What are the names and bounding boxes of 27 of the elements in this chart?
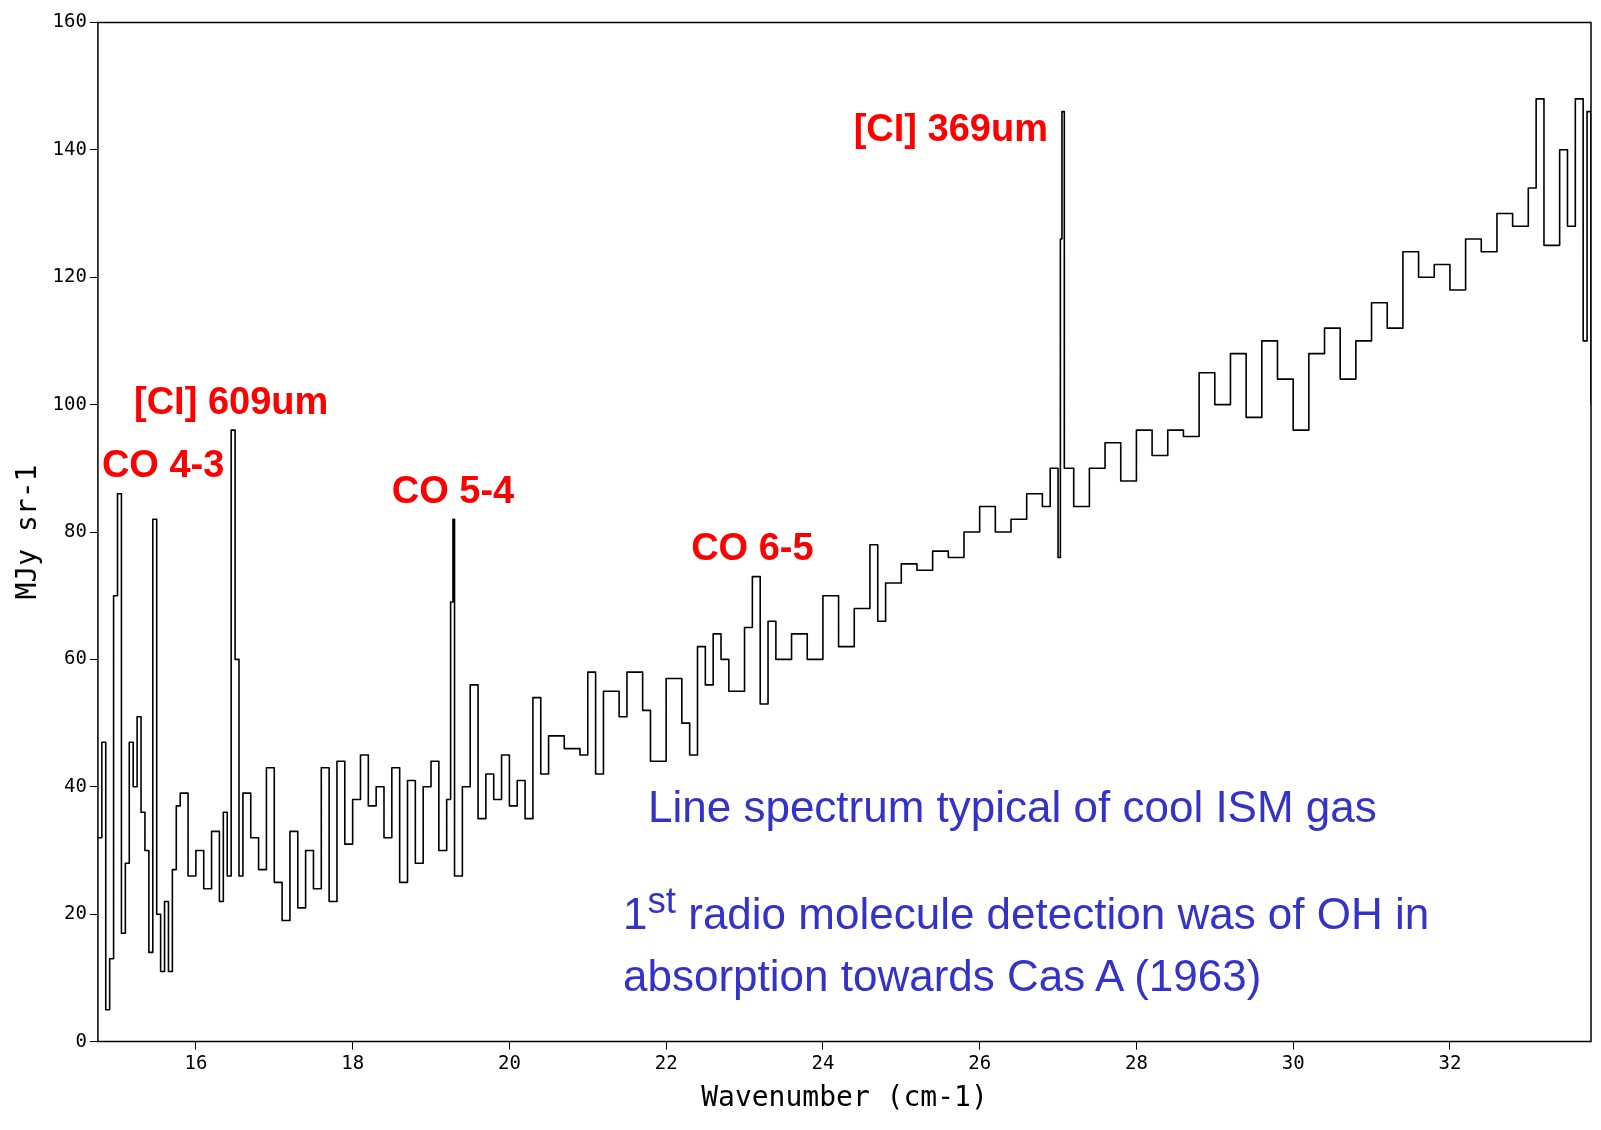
y-tick-label: 80 <box>64 518 87 541</box>
y-tick-label: 100 <box>52 391 87 414</box>
annotation: Line spectrum typical of cool ISM gas <box>648 781 1378 833</box>
y-tick-label: 60 <box>64 646 87 669</box>
x-tick-label: 24 <box>811 1050 835 1073</box>
x-tick-label: 22 <box>654 1050 678 1073</box>
y-tick-label: 160 <box>52 9 87 32</box>
x-tick-label: 32 <box>1438 1050 1462 1073</box>
annotation: [CI] 609um <box>134 379 329 422</box>
annotation: CO 6-5 <box>691 526 814 569</box>
x-tick-label: 28 <box>1124 1050 1148 1073</box>
y-tick-label: 0 <box>75 1028 87 1051</box>
annotation: CO 5-4 <box>391 468 515 511</box>
y-tick-label: 140 <box>52 136 87 159</box>
x-tick-label: 30 <box>1281 1050 1305 1073</box>
annotation: CO 4-3 <box>101 443 225 486</box>
x-tick-label: 16 <box>184 1050 208 1073</box>
annotation: [CI] 369um <box>853 107 1048 150</box>
y-tick-label: 40 <box>64 773 87 796</box>
y-axis-title: MJy sr-1 <box>10 464 44 600</box>
x-tick-label: 26 <box>968 1050 992 1073</box>
annotation: 1$^{st}$ radio molecule detection was of OH in absorption towards Cas A (1963) <box>623 879 1431 1002</box>
y-tick-label: 120 <box>52 264 87 287</box>
x-axis-title: Wavenumber (cm-1) <box>701 1080 988 1114</box>
x-tick-label: 18 <box>341 1050 365 1073</box>
x-tick-label: 20 <box>497 1050 521 1073</box>
y-tick-label: 20 <box>64 901 87 924</box>
